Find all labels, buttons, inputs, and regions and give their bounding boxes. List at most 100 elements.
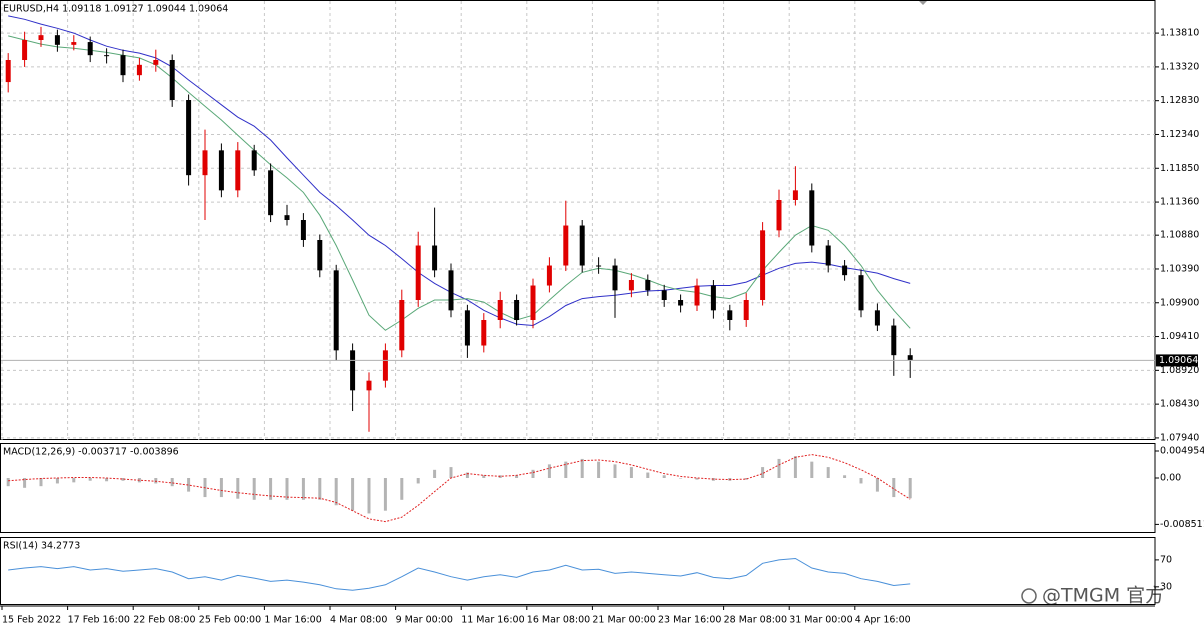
macd-bar — [859, 477, 863, 484]
x-tick-label: 17 Feb 16:00 — [68, 615, 130, 626]
macd-bar — [351, 477, 355, 511]
candle-body — [645, 280, 651, 291]
y-tick-label: 1.09410 — [1160, 331, 1199, 342]
shift-marker — [918, 0, 928, 5]
candle-body — [22, 40, 28, 60]
watermark-icon — [1021, 588, 1037, 604]
y-tick-label: 1.12340 — [1160, 129, 1199, 140]
candle-body — [710, 285, 716, 311]
y-tick-label: -0.008511 — [1160, 519, 1204, 530]
candle-body — [284, 215, 290, 220]
panel-title: RSI(14) 34.2773 — [3, 541, 80, 552]
candle-body — [415, 245, 421, 300]
macd-bar — [121, 477, 125, 481]
macd-bar — [597, 461, 601, 478]
y-tick-label: 0.004954 — [1160, 445, 1204, 456]
macd-bar — [629, 467, 633, 478]
candle-body — [136, 64, 142, 76]
macd-bar — [515, 475, 519, 478]
macd-signal-line — [8, 454, 911, 523]
macd-bar — [449, 467, 453, 478]
x-tick-label: 31 Mar 00:00 — [789, 615, 852, 626]
candle-body — [38, 35, 44, 40]
panel-frame — [0, 443, 1156, 533]
y-tick-label: 1.13810 — [1160, 28, 1199, 39]
macd-bar — [236, 477, 240, 499]
moving-average — [8, 15, 911, 327]
candle-body — [399, 300, 405, 351]
macd-bar — [564, 461, 568, 478]
y-tick-label: 70 — [1160, 554, 1172, 565]
x-tick-label: 22 Feb 08:00 — [133, 615, 195, 626]
y-tick-label: 1.07940 — [1160, 432, 1199, 443]
candle-body — [251, 150, 257, 171]
macd-bar — [580, 458, 584, 478]
watermark: @TMGM 官方 — [1021, 585, 1164, 607]
y-tick-label: 1.08430 — [1160, 399, 1199, 410]
panel-frame — [0, 537, 1156, 605]
macd-bar — [908, 477, 912, 499]
x-tick-label: 4 Mar 08:00 — [330, 615, 387, 626]
rsi-line — [8, 557, 911, 591]
candle-body — [497, 300, 503, 320]
candle-body — [448, 270, 454, 311]
candle-body — [809, 190, 815, 246]
y-tick-label: 1.10390 — [1160, 263, 1199, 274]
macd-bar — [6, 477, 10, 487]
candle-body — [218, 150, 224, 191]
candle-body — [382, 350, 388, 381]
candle-body — [153, 60, 159, 65]
macd-bar — [400, 477, 404, 500]
candle-body — [874, 310, 880, 326]
macd-bar — [23, 477, 27, 488]
macd-bar — [105, 477, 109, 482]
candle-body — [776, 200, 782, 231]
macd-bar — [269, 477, 273, 500]
macd-bar — [219, 477, 223, 498]
y-tick-label: 1.11850 — [1160, 163, 1199, 174]
candle-body — [596, 265, 602, 267]
candle-body — [202, 150, 208, 176]
macd-bar — [252, 477, 256, 500]
x-tick-label: 4 Apr 16:00 — [855, 615, 911, 626]
x-tick-label: 11 Mar 16:00 — [461, 615, 524, 626]
candle-body — [104, 55, 110, 57]
macd-bar — [383, 477, 387, 511]
macd-bar — [547, 464, 551, 478]
macd-bar — [318, 477, 322, 500]
candle-body — [300, 220, 306, 240]
candle-body — [891, 325, 897, 356]
candle-body — [87, 42, 93, 56]
macd-bar — [744, 477, 748, 480]
candle-body — [579, 225, 585, 266]
macd-bar — [777, 458, 781, 478]
candle-body — [678, 300, 684, 306]
candle-body — [760, 230, 766, 300]
panel-frame — [0, 0, 1156, 440]
macd-bar — [646, 472, 650, 478]
candle-body — [464, 310, 470, 346]
watermark-text: @TMGM 官方 — [1042, 585, 1164, 607]
panel-title: MACD(12,26,9) -0.003717 -0.003896 — [3, 447, 179, 458]
x-tick-label: 23 Mar 16:00 — [658, 615, 721, 626]
candle-body — [743, 300, 749, 320]
macd-bar — [154, 477, 158, 484]
macd-bar — [334, 477, 338, 506]
macd-bar — [285, 477, 289, 500]
macd-bar — [39, 477, 43, 487]
macd-bar — [810, 461, 814, 478]
macd-bar — [72, 477, 76, 483]
macd-bar — [531, 469, 535, 478]
x-tick-label: 9 Mar 00:00 — [396, 615, 453, 626]
current-price-label: 1.09064 — [1159, 355, 1198, 366]
candle-body — [661, 290, 667, 300]
candle-body — [563, 225, 569, 266]
y-tick-label: 1.11360 — [1160, 197, 1199, 208]
macd-bar — [416, 477, 420, 484]
macd-bar — [367, 477, 371, 514]
macd-bar — [793, 456, 797, 478]
candle-body — [481, 320, 487, 346]
y-tick-label: 1.13320 — [1160, 61, 1199, 72]
candle-body — [628, 280, 634, 291]
x-tick-label: 1 Mar 16:00 — [264, 615, 321, 626]
